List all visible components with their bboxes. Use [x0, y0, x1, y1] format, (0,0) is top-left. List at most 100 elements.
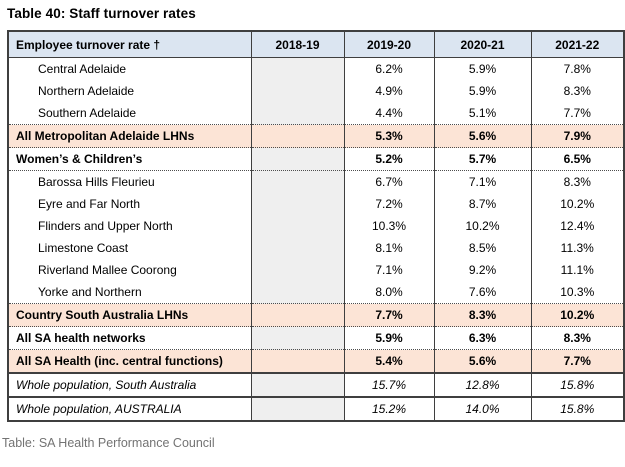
cell-value: 5.9%: [433, 57, 532, 80]
cell-empty-2018-19: [250, 124, 345, 148]
table-row: Country South Australia LHNs 7.7% 8.3% 10.2…: [7, 303, 625, 327]
row-label: Eyre and Far North: [7, 193, 252, 215]
cell-value: 5.6%: [433, 349, 532, 374]
cell-value: 7.1%: [343, 259, 435, 281]
cell-value: 8.5%: [433, 237, 532, 259]
table-row: Limestone Coast 8.1% 8.5% 11.3%: [7, 237, 625, 259]
cell-value: 4.9%: [343, 80, 435, 102]
row-label: Southern Adelaide: [7, 102, 252, 125]
table-row: All SA Health (inc. central functions) 5.…: [7, 349, 625, 374]
cell-value: 10.3%: [343, 215, 435, 237]
cell-value: 12.4%: [530, 215, 625, 237]
cell-value: 15.8%: [530, 396, 625, 421]
cell-value: 8.3%: [530, 326, 625, 350]
cell-value: 7.7%: [530, 349, 625, 374]
cell-value: 6.2%: [343, 57, 435, 80]
row-label: Northern Adelaide: [7, 80, 252, 102]
cell-value: 6.5%: [530, 147, 625, 171]
row-label: Central Adelaide: [7, 57, 252, 80]
cell-value: 9.2%: [433, 259, 532, 281]
table-row: Women’s & Children’s 5.2% 5.7% 6.5%: [7, 147, 625, 171]
cell-value: 11.3%: [530, 237, 625, 259]
cell-value: 8.0%: [343, 281, 435, 304]
row-label: Whole population, AUSTRALIA: [7, 396, 252, 421]
cell-value: 5.7%: [433, 147, 532, 171]
table-row: Northern Adelaide 4.9% 5.9% 8.3%: [7, 80, 625, 102]
cell-empty-2018-19: [250, 215, 345, 237]
cell-value: 8.1%: [343, 237, 435, 259]
cell-value: 5.1%: [433, 102, 532, 125]
row-label: Whole population, South Australia: [7, 372, 252, 397]
cell-empty-2018-19: [250, 349, 345, 374]
table-row: Yorke and Northern 8.0% 7.6% 10.3%: [7, 281, 625, 304]
table-row: Central Adelaide 6.2% 5.9% 7.8%: [7, 57, 625, 80]
table-body: Central Adelaide 6.2% 5.9% 7.8% Northern Ade…: [7, 57, 625, 421]
cell-value: 4.4%: [343, 102, 435, 125]
cell-empty-2018-19: [250, 102, 345, 125]
cell-empty-2018-19: [250, 326, 345, 350]
cell-value: 7.6%: [433, 281, 532, 304]
cell-value: 10.2%: [433, 215, 532, 237]
cell-empty-2018-19: [250, 303, 345, 327]
cell-value: 8.3%: [530, 170, 625, 193]
row-label: Flinders and Upper North: [7, 215, 252, 237]
cell-value: 8.7%: [433, 193, 532, 215]
cell-value: 14.0%: [433, 396, 532, 421]
table-header: Employee turnover rate † 2018-19 2019-20 20…: [7, 31, 625, 58]
cell-value: 7.7%: [343, 303, 435, 327]
row-label: All SA Health (inc. central functions): [7, 349, 252, 374]
row-label: Country South Australia LHNs: [7, 303, 252, 327]
cell-value: 5.6%: [433, 124, 532, 148]
cell-value: 6.3%: [433, 326, 532, 350]
row-label: Women’s & Children’s: [7, 147, 252, 171]
cell-value: 10.2%: [530, 303, 625, 327]
column-header-label: Employee turnover rate †: [7, 31, 252, 58]
cell-value: 15.2%: [343, 396, 435, 421]
staff-turnover-table: Employee turnover rate † 2018-19 2019-20 20…: [7, 30, 625, 422]
row-label: Limestone Coast: [7, 237, 252, 259]
cell-value: 8.3%: [530, 80, 625, 102]
table-row: All Metropolitan Adelaide LHNs 5.3% 5.6% 7.…: [7, 124, 625, 148]
cell-value: 5.4%: [343, 349, 435, 374]
cell-value: 7.9%: [530, 124, 625, 148]
cell-empty-2018-19: [250, 281, 345, 304]
cell-empty-2018-19: [250, 80, 345, 102]
cell-value: 7.7%: [530, 102, 625, 125]
source-caption: Table: SA Health Performance Council: [2, 436, 215, 450]
row-label: Riverland Mallee Coorong: [7, 259, 252, 281]
cell-value: 7.2%: [343, 193, 435, 215]
column-header-year: 2019-20: [343, 31, 435, 58]
table-title: Table 40: Staff turnover rates: [7, 6, 196, 21]
header-row: Employee turnover rate † 2018-19 2019-20 20…: [7, 31, 625, 58]
cell-value: 12.8%: [433, 372, 532, 397]
cell-empty-2018-19: [250, 57, 345, 80]
cell-value: 10.3%: [530, 281, 625, 304]
cell-value: 5.3%: [343, 124, 435, 148]
column-header-year: 2018-19: [250, 31, 345, 58]
table-row: Southern Adelaide 4.4% 5.1% 7.7%: [7, 102, 625, 125]
row-label: Barossa Hills Fleurieu: [7, 170, 252, 193]
cell-value: 15.7%: [343, 372, 435, 397]
table-row: Flinders and Upper North 10.3% 10.2% 12.4%: [7, 215, 625, 237]
cell-value: 11.1%: [530, 259, 625, 281]
cell-empty-2018-19: [250, 147, 345, 171]
table-row: Eyre and Far North 7.2% 8.7% 10.2%: [7, 193, 625, 215]
cell-value: 5.9%: [343, 326, 435, 350]
cell-empty-2018-19: [250, 372, 345, 397]
table-row: Riverland Mallee Coorong 7.1% 9.2% 11.1%: [7, 259, 625, 281]
cell-value: 7.8%: [530, 57, 625, 80]
cell-value: 8.3%: [433, 303, 532, 327]
column-header-year: 2020-21: [433, 31, 532, 58]
cell-empty-2018-19: [250, 237, 345, 259]
cell-value: 5.2%: [343, 147, 435, 171]
cell-value: 5.9%: [433, 80, 532, 102]
cell-value: 7.1%: [433, 170, 532, 193]
cell-empty-2018-19: [250, 396, 345, 421]
cell-empty-2018-19: [250, 259, 345, 281]
cell-empty-2018-19: [250, 193, 345, 215]
row-label: Yorke and Northern: [7, 281, 252, 304]
table-row: All SA health networks 5.9% 6.3% 8.3%: [7, 326, 625, 350]
cell-value: 10.2%: [530, 193, 625, 215]
row-label: All SA health networks: [7, 326, 252, 350]
row-label: All Metropolitan Adelaide LHNs: [7, 124, 252, 148]
